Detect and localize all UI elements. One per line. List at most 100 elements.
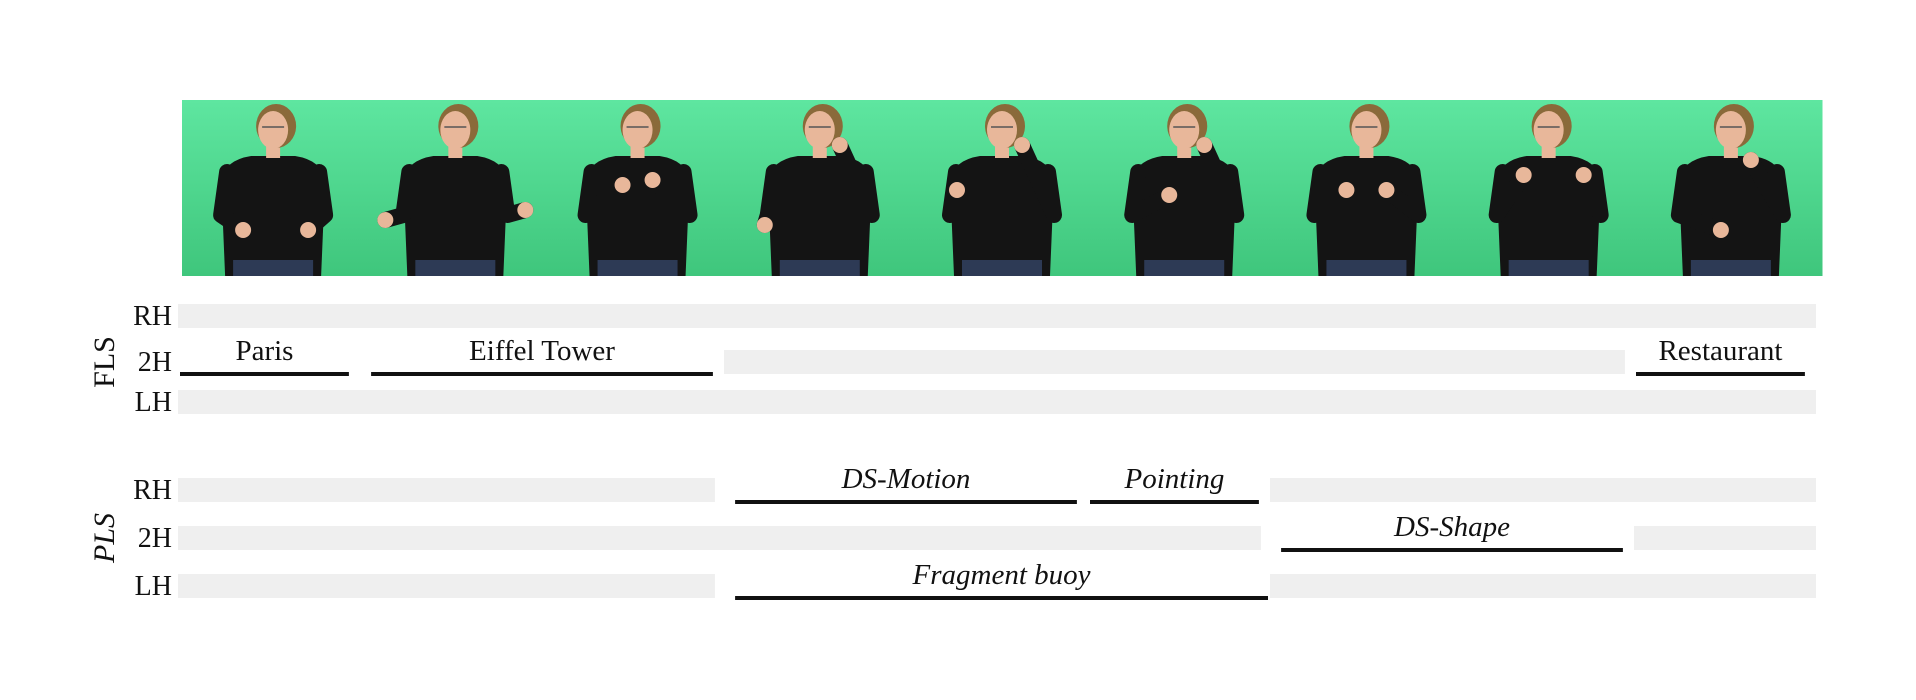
signer-right-arm [1670,164,1729,238]
video-frame-1 [182,100,365,276]
tier-row-label-lh: LH [135,387,172,418]
empty-lane [178,304,1816,328]
tier-group-label: PLS [88,513,121,564]
signer-left-arm [1575,164,1609,223]
signer-right-arm [1306,164,1355,223]
segment-label: DS-Motion [841,463,971,495]
tier-row-label-lh: LH [135,571,172,602]
video-frame-4 [728,100,912,276]
signer-left-hand [300,222,317,238]
empty-lane [724,350,1625,374]
signer-left-hand [644,172,661,188]
signer-right-arm [213,164,252,238]
signer-left-arm [1742,152,1791,223]
signer-left-hand [1378,182,1395,198]
signer-right-hand [1515,167,1532,183]
annotation-tiers: FLS RH 2H LH Paris Eiffel Tower Restaurant PLS R… [88,301,1816,602]
tier-row-label-rh: RH [133,475,172,506]
segment-label: Paris [235,335,293,367]
signer-left-arm [1378,164,1427,223]
signer-head [1533,111,1564,149]
signer-jeans [962,260,1042,276]
signer-neck [266,146,281,158]
signer-neck [1723,146,1738,158]
signer-left-hand [1014,137,1030,153]
signer-jeans [1144,260,1225,276]
signer-neck [1177,146,1192,158]
signer-right-hand [377,212,394,228]
empty-lane [178,526,1261,550]
signer-right-hand [1712,222,1729,238]
signer-torso [221,156,326,276]
signer-neck [812,146,827,158]
video-frame-2 [364,100,547,276]
empty-lane [178,478,715,502]
signer-left-hand [517,202,534,218]
signer-torso [585,156,690,276]
signer-jeans [779,260,860,276]
signer-head [1715,111,1746,149]
signer-right-arm [577,164,631,223]
signer-right-arm [1124,164,1178,223]
signer-jeans [1326,260,1407,276]
signer-jeans [1690,260,1771,276]
signer-head [622,111,653,149]
segment-label: Restaurant [1658,335,1782,367]
video-frame-6 [1093,100,1276,276]
signer-head [804,111,835,149]
video-frame-5 [910,100,1094,276]
signer-neck [995,146,1009,158]
signer-left-arm [1196,137,1245,223]
signer-jeans [415,260,496,276]
signer-neck [630,146,645,158]
signer-torso [1132,156,1237,276]
tier-group-fls: FLS RH 2H LH Paris Eiffel Tower Restaurant [88,301,1816,418]
signer-head [440,111,471,149]
segment-label: DS-Shape [1393,511,1510,543]
signer-head [987,111,1017,149]
signer-right-hand [756,217,773,233]
signer-torso [1314,156,1419,276]
signer-head [1351,111,1382,149]
signer-right-hand [235,222,252,238]
signer-head [1169,111,1200,149]
video-frame-3 [546,100,730,276]
video-frames-strip [182,100,1823,276]
signer-left-arm [831,137,880,223]
tier-group-label: FLS [88,336,121,388]
segment-label: Eiffel Tower [469,335,615,367]
tier-row-label-2h: 2H [138,523,172,554]
signer-torso [767,156,872,276]
empty-lane [178,574,715,598]
signer-left-hand [831,137,848,153]
signer-right-arm [756,164,782,233]
signer-neck [448,146,463,158]
signer-torso [950,156,1054,276]
signer-jeans [233,260,314,276]
segment-label: Pointing [1124,463,1225,495]
empty-lane [178,390,1816,414]
video-frame-8 [1457,100,1641,276]
empty-lane [1270,574,1816,598]
signer-left-arm [1014,137,1062,223]
signer-right-hand [949,182,965,198]
signer-left-hand [1575,167,1592,183]
signer-torso [403,156,508,276]
signer-head [258,111,289,149]
tier-row-label-rh: RH [133,301,172,332]
signer-left-hand [1196,137,1213,153]
signer-left-hand [1742,152,1759,168]
segment-label: Fragment buoy [912,559,1091,591]
signer-right-hand [1161,187,1178,203]
signer-right-arm [1488,164,1532,223]
empty-lane [1270,478,1816,502]
signer-neck [1541,146,1556,158]
tier-row-label-2h: 2H [138,347,172,378]
signer-right-hand [614,177,631,193]
tier-group-pls: PLS RH 2H LH DS-Motion Pointing DS-Shape Fragme… [88,463,1816,602]
signer-right-hand [1338,182,1355,198]
video-frame-9 [1639,100,1823,276]
empty-lane [1634,526,1816,550]
signer-neck [1359,146,1374,158]
